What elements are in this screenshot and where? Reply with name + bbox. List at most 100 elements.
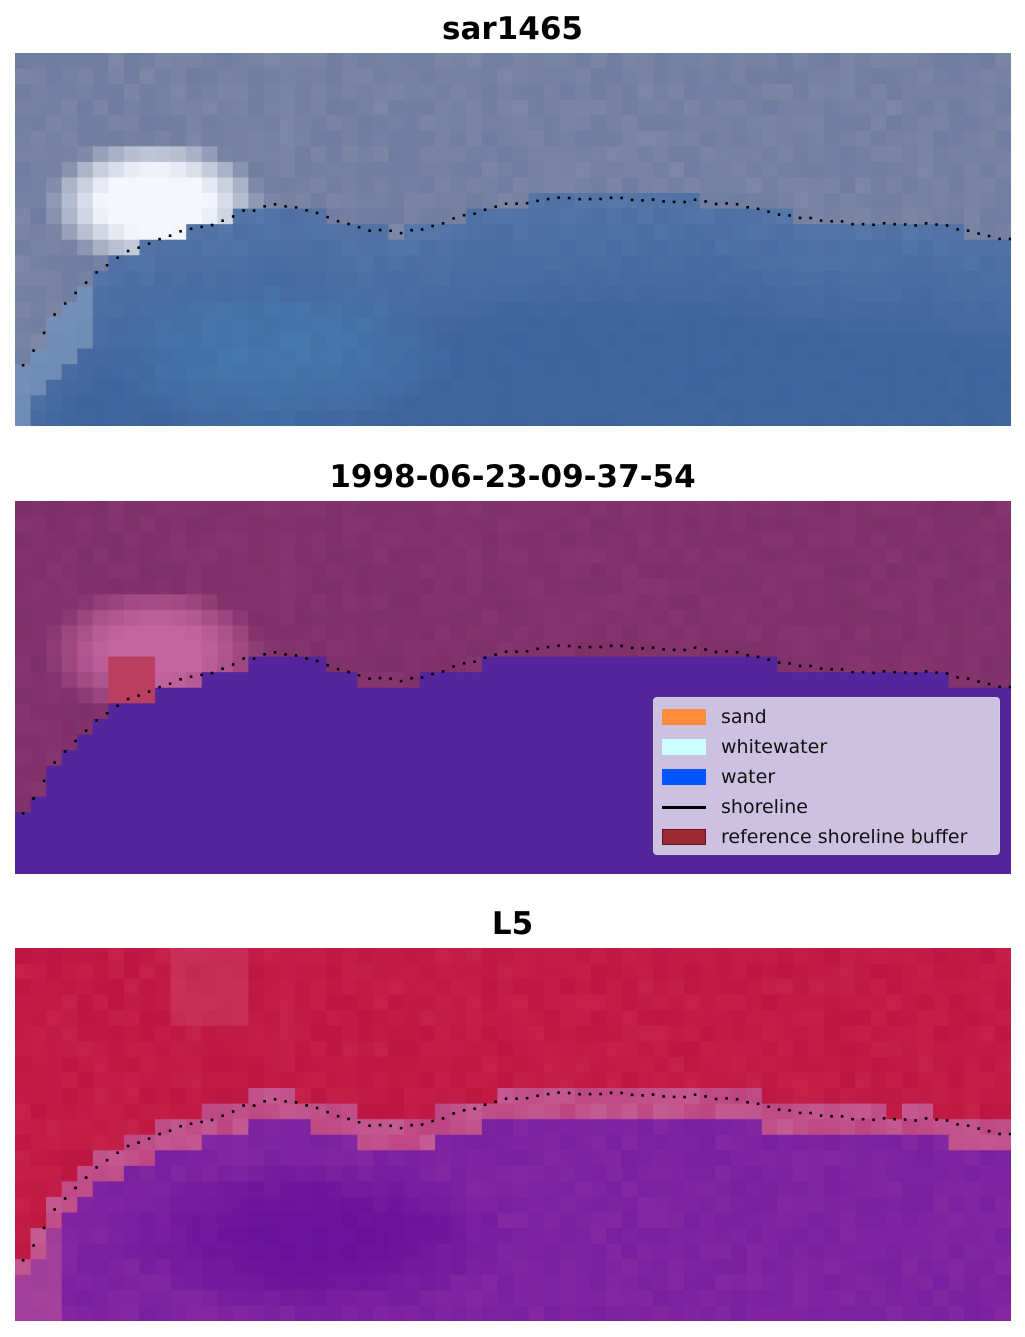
pixel-cell — [46, 1088, 63, 1105]
pixel-cell — [497, 963, 514, 980]
pixel-cell — [388, 687, 405, 704]
pixel-cell — [279, 364, 296, 381]
pixel-cell — [341, 68, 358, 85]
pixel-cell — [279, 501, 296, 518]
pixel-cell — [544, 68, 561, 85]
pixel-cell — [730, 379, 747, 396]
pixel-cell — [357, 827, 374, 844]
pixel-cell — [341, 718, 358, 735]
pixel-cell — [855, 130, 872, 147]
pixel-cell — [528, 1305, 545, 1321]
pixel-cell — [217, 410, 234, 426]
pixel-cell — [372, 948, 390, 965]
pixel-cell — [404, 1212, 421, 1229]
pixel-cell — [870, 208, 887, 225]
pixel-cell — [590, 578, 607, 595]
pixel-cell — [279, 734, 296, 751]
pixel-cell — [77, 703, 94, 720]
pixel-cell — [123, 99, 141, 116]
pixel-cell — [139, 1243, 156, 1260]
pixel-cell — [933, 1119, 950, 1136]
shoreline-point — [756, 207, 760, 211]
shoreline-point — [746, 654, 749, 657]
pixel-cell — [404, 177, 421, 194]
pixel-cell — [637, 1010, 654, 1027]
pixel-cell — [295, 812, 312, 829]
shoreline-point — [32, 1244, 35, 1247]
pixel-cell — [715, 672, 732, 689]
pixel-cell — [746, 532, 763, 549]
pixel-cell — [746, 963, 763, 980]
pixel-cell — [372, 843, 390, 860]
pixel-cell — [372, 781, 390, 798]
pixel-cell — [326, 1134, 343, 1151]
pixel-cell — [684, 1305, 701, 1321]
pixel-cell — [30, 1134, 47, 1151]
pixel-cell — [590, 672, 607, 689]
pixel-cell — [481, 115, 498, 132]
shoreline-point — [168, 682, 172, 685]
pixel-cell — [761, 963, 779, 980]
pixel-cell — [497, 656, 514, 673]
pixel-cell — [388, 301, 405, 319]
pixel-cell — [559, 224, 576, 241]
pixel-cell — [341, 395, 358, 412]
pixel-cell — [528, 963, 545, 980]
pixel-cell — [901, 53, 919, 70]
pixel-cell — [357, 317, 374, 334]
pixel-cell — [186, 1181, 203, 1198]
pixel-cell — [621, 84, 638, 101]
pixel-cell — [201, 718, 218, 735]
pixel-cell — [761, 672, 779, 689]
pixel-cell — [419, 703, 436, 720]
pixel-cell — [590, 547, 607, 564]
pixel-cell — [155, 379, 172, 396]
pixel-cell — [715, 177, 732, 194]
pixel-cell — [621, 547, 638, 564]
pixel-cell — [684, 177, 701, 194]
pixel-cell — [559, 1025, 576, 1042]
pixel-cell — [668, 1196, 685, 1214]
pixel-cell — [419, 718, 436, 735]
pixel-cell — [61, 286, 78, 303]
pixel-cell — [263, 578, 281, 595]
pixel-cell — [435, 1290, 452, 1307]
pixel-cell — [808, 410, 825, 426]
shoreline-point — [767, 1105, 770, 1108]
pixel-cell — [435, 672, 452, 689]
pixel-cell — [279, 130, 296, 147]
pixel-cell — [575, 379, 592, 396]
pixel-cell — [917, 963, 934, 980]
pixel-cell — [92, 1056, 109, 1074]
pixel-cell — [310, 115, 327, 132]
pixel-cell — [808, 146, 825, 163]
pixel-cell — [435, 609, 452, 627]
pixel-cell — [746, 948, 763, 965]
pixel-cell — [419, 224, 436, 241]
pixel-cell — [310, 994, 327, 1011]
pixel-cell — [46, 317, 63, 334]
pixel-cell — [497, 301, 514, 319]
pixel-cell — [746, 224, 763, 241]
pixel-cell — [917, 1010, 934, 1027]
pixel-cell — [901, 317, 919, 334]
pixel-cell — [357, 656, 374, 673]
pixel-cell — [232, 749, 249, 767]
pixel-cell — [777, 333, 794, 350]
pixel-cell — [388, 858, 405, 874]
pixel-cell — [450, 501, 467, 518]
pixel-cell — [528, 177, 545, 194]
pixel-cell — [917, 270, 934, 287]
pixel-cell — [746, 130, 763, 147]
pixel-cell — [901, 161, 919, 179]
pixel-cell — [855, 395, 872, 412]
pixel-cell — [699, 146, 716, 163]
pixel-cell — [652, 208, 670, 225]
pixel-cell — [248, 301, 265, 319]
pixel-cell — [186, 641, 203, 658]
pixel-cell — [30, 348, 47, 365]
pixel-cell — [901, 594, 919, 611]
pixel-cell — [30, 1305, 47, 1321]
pixel-cell — [30, 1181, 47, 1198]
pixel-cell — [341, 1025, 358, 1042]
